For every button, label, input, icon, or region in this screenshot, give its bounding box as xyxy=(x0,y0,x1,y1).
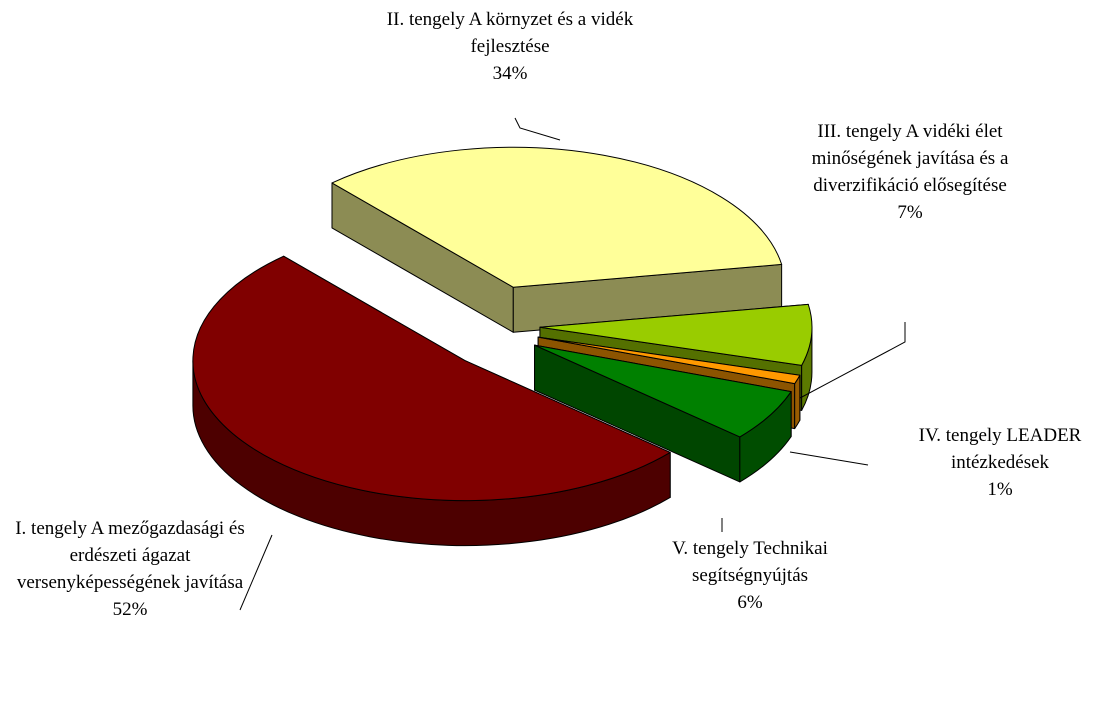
leader-line xyxy=(514,117,561,141)
slice-label: V. tengely Technikai segítségnyújtás 6% xyxy=(615,535,885,616)
value-label: 7% xyxy=(897,202,923,223)
category-name: V. tengely Technikai segítségnyújtás xyxy=(672,538,828,586)
slice-top xyxy=(537,336,801,385)
slice-label: III. tengely A vidéki élet minőségének j… xyxy=(795,118,1025,226)
pie-slice xyxy=(331,146,783,333)
category-name: I. tengely A mezőgazdasági és erdészeti … xyxy=(15,518,245,593)
pie-slice xyxy=(534,344,792,483)
value-label: 52% xyxy=(112,599,148,620)
category-name: III. tengely A vidéki élet minőségének j… xyxy=(811,121,1009,196)
slice-top xyxy=(192,255,671,502)
category-name: II. tengely A környzet és a vidék fejles… xyxy=(386,9,634,57)
slice-label: II. tengely A környzet és a vidék fejles… xyxy=(385,6,635,87)
slice-top xyxy=(539,303,813,366)
pie-slice xyxy=(192,255,671,547)
category-name: IV. tengely LEADER intézkedések xyxy=(918,425,1082,473)
value-label: 6% xyxy=(737,592,763,613)
slice-top xyxy=(331,146,783,288)
leader-line xyxy=(799,322,906,399)
value-label: 34% xyxy=(492,63,528,84)
leader-line xyxy=(239,534,273,611)
slice-label: I. tengely A mezőgazdasági és erdészeti … xyxy=(5,515,255,623)
leader-line xyxy=(789,451,869,466)
value-label: 1% xyxy=(987,479,1013,500)
slice-label: IV. tengely LEADER intézkedések 1% xyxy=(875,422,1112,503)
slice-top xyxy=(534,344,792,438)
